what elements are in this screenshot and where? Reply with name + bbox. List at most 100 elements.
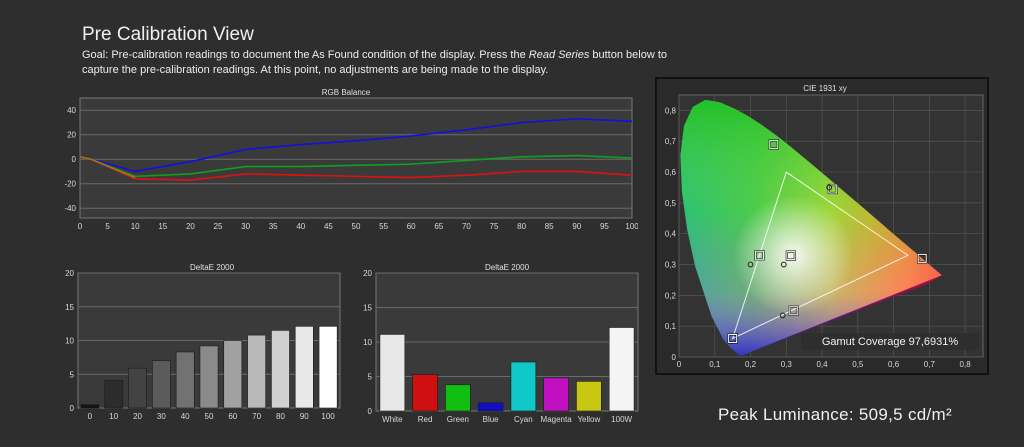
rgb-x-tick-label: 5: [105, 222, 110, 231]
rgb-series-line: [79, 155, 633, 181]
rgb-x-tick-label: 15: [158, 222, 167, 231]
rgb-y-tick-label: 20: [67, 131, 76, 140]
rgb-y-tick-label: -20: [64, 180, 76, 189]
gray-y-tick-label: 15: [65, 303, 74, 312]
goal-text-end: button below to capture the pre-calibrat…: [82, 49, 667, 76]
rgb-grid: [80, 109, 632, 209]
cie-x-tick-label: 0,5: [852, 360, 864, 369]
cie-target-marker: [728, 334, 738, 344]
color-y-tick-label: 15: [363, 304, 372, 313]
gray-x-tick-label: 30: [157, 412, 166, 421]
gray-x-tick-label: 10: [109, 412, 118, 421]
rgb-x-tick-label: 75: [490, 222, 499, 231]
gray-bar: [175, 351, 195, 409]
cie-y-tick-label: 0,1: [665, 322, 677, 331]
cie-y-ticks: 0,8 0,7 0,6 0,5 0,4 0,3 0,2 0,1 0: [665, 106, 677, 362]
cie-measured-point: [826, 184, 833, 191]
rgb-x-ticks: 0 5 10 15 20 25 30 35 40 45 50 55 60 65 70 75 80 85 90 95 10…: [78, 222, 638, 231]
cie-purple-line: [741, 275, 942, 356]
cie-x-tick-label: 0,6: [888, 360, 900, 369]
cie-y-tick-label: 0,4: [665, 230, 677, 239]
color-x-tick-label: Yellow: [577, 415, 600, 424]
gray-bar: [294, 326, 314, 409]
color-bars: [379, 327, 635, 412]
goal-text-start: Goal: Pre-calibration readings to docume…: [82, 49, 529, 61]
gray-x-tick-label: 40: [181, 412, 190, 421]
color-x-tick-label: Magenta: [541, 415, 573, 424]
cie-x-tick-label: 0,4: [816, 360, 828, 369]
cie-target-marker: [789, 306, 799, 316]
rgb-x-tick-label: 20: [186, 222, 195, 231]
gray-bar: [104, 380, 124, 409]
rgb-y-tick-label: 40: [67, 106, 76, 115]
cie-target-marker: [754, 250, 764, 260]
cie-x-tick-label: 0,1: [709, 360, 721, 369]
rgb-x-tick-label: 55: [379, 222, 388, 231]
gray-bar: [223, 340, 243, 409]
color-y-tick-label: 10: [363, 338, 372, 347]
gray-y-tick-label: 20: [65, 269, 74, 278]
grayscale-y-ticks: 20 15 10 5 0: [65, 269, 74, 413]
color-x-tick-label: Green: [447, 415, 469, 424]
rgb-series-line: [79, 154, 633, 178]
color-bar: [445, 384, 471, 412]
color-y-tick-label: 0: [368, 407, 373, 416]
grayscale-bars: [80, 326, 338, 409]
cie-target-marker: [786, 251, 796, 261]
rgb-x-tick-label: 35: [269, 222, 278, 231]
rgb-series-line: [79, 155, 136, 179]
goal-text-emphasis: Read Series: [528, 49, 590, 61]
rgb-x-tick-label: 25: [214, 222, 223, 231]
target-gamut-triangle: [731, 171, 909, 340]
gray-bar: [199, 345, 219, 409]
gray-x-tick-label: 90: [300, 412, 309, 421]
color-x-tick-label: Blue: [483, 415, 500, 424]
color-x-tick-label: White: [382, 415, 403, 424]
rgb-chart-title: RGB Balance: [322, 88, 371, 97]
gray-x-tick-label: 0: [88, 412, 93, 421]
gray-x-tick-label: 50: [205, 412, 214, 421]
gray-x-tick-label: 100: [321, 412, 335, 421]
rgb-y-tick-label: 0: [72, 155, 77, 164]
cie-target-markers: [727, 139, 928, 344]
cie-measured-points: [747, 184, 833, 319]
grayscale-chart-title: DeltaE 2000: [190, 263, 235, 272]
cie-y-tick-label: 0,7: [665, 137, 677, 146]
color-y-tick-label: 20: [363, 269, 372, 278]
gray-bar: [318, 326, 338, 409]
rgb-x-tick-label: 100: [625, 222, 638, 231]
cie-x-tick-label: 0,8: [960, 360, 972, 369]
cie-measured-point: [747, 261, 754, 268]
rgb-x-tick-label: 65: [434, 222, 443, 231]
color-bar: [412, 374, 438, 412]
page-title: Pre Calibration View: [82, 24, 254, 45]
color-bar: [608, 327, 635, 412]
cie-y-tick-label: 0,2: [665, 291, 677, 300]
color-y-tick-label: 5: [368, 373, 373, 382]
gray-y-tick-label: 10: [65, 337, 74, 346]
cie-target-marker: [917, 253, 927, 263]
cie-x-ticks: 0 0,1 0,2 0,3 0,4 0,5 0,6 0,7 0,8: [677, 360, 971, 369]
color-bar: [543, 377, 569, 412]
color-x-tick-label: 100W: [611, 415, 632, 424]
color-bar: [379, 334, 406, 412]
color-y-ticks: 20 15 10 5 0: [363, 269, 372, 416]
gray-y-tick-label: 5: [70, 370, 75, 379]
rgb-y-ticks: 40 20 0 -20 -40: [64, 106, 76, 213]
color-x-tick-label: Cyan: [514, 415, 533, 424]
cie-measured-point: [779, 312, 786, 319]
cie-y-tick-label: 0,8: [665, 106, 677, 115]
rgb-series-line: [79, 118, 633, 173]
cie-x-tick-label: 0,7: [924, 360, 936, 369]
cie-x-tick-label: 0,3: [781, 360, 793, 369]
cie-x-tick-label: 0,2: [745, 360, 757, 369]
goal-description: Goal: Pre-calibration readings to docume…: [82, 48, 682, 78]
rgb-balance-chart: RGB Balance 40 20 0 -20 -40 0 5 10 15 20 25 30 35 40…: [64, 88, 638, 231]
gray-y-tick-label: 0: [70, 404, 75, 413]
cie-measured-point: [780, 261, 787, 268]
rgb-x-tick-label: 70: [462, 222, 471, 231]
rgb-x-tick-label: 10: [131, 222, 140, 231]
color-bar: [477, 402, 504, 412]
